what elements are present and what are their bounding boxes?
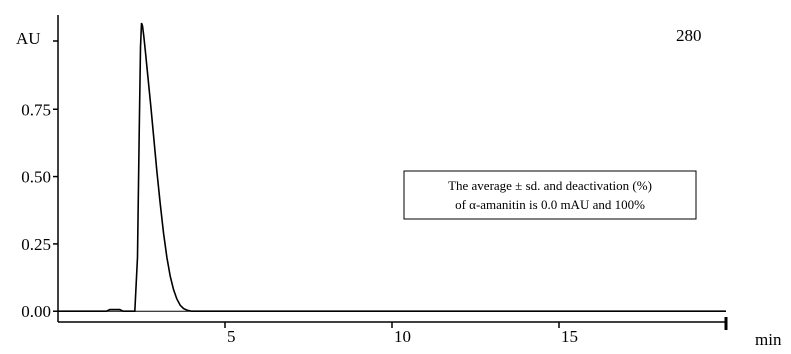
annotation-line-1: The average ± sd. and deactivation (%): [448, 178, 652, 193]
annotation-box: The average ± sd. and deactivation (%) o…: [403, 170, 697, 220]
y-axis-label: AU: [16, 29, 41, 48]
series-line-chromatogram: [58, 22, 726, 313]
y-tick-label-2: 0.50: [21, 168, 51, 187]
x-axis-label: min: [755, 330, 782, 349]
x-tick-label-0: 5: [227, 327, 236, 346]
wavelength-label: 280: [676, 26, 702, 45]
annotation-line-2: of α-amanitin is 0.0 mAU and 100%: [455, 197, 645, 212]
y-ticks: 0.00 0.25 0.50 0.75: [21, 100, 58, 321]
x-ticks: 5 10 15: [224, 322, 578, 346]
y-tick-label-1: 0.25: [21, 235, 51, 254]
x-tick-label-2: 15: [561, 327, 578, 346]
x-tick-label-1: 10: [394, 327, 411, 346]
y-tick-label-0: 0.00: [21, 302, 51, 321]
y-tick-label-3: 0.75: [21, 100, 51, 119]
